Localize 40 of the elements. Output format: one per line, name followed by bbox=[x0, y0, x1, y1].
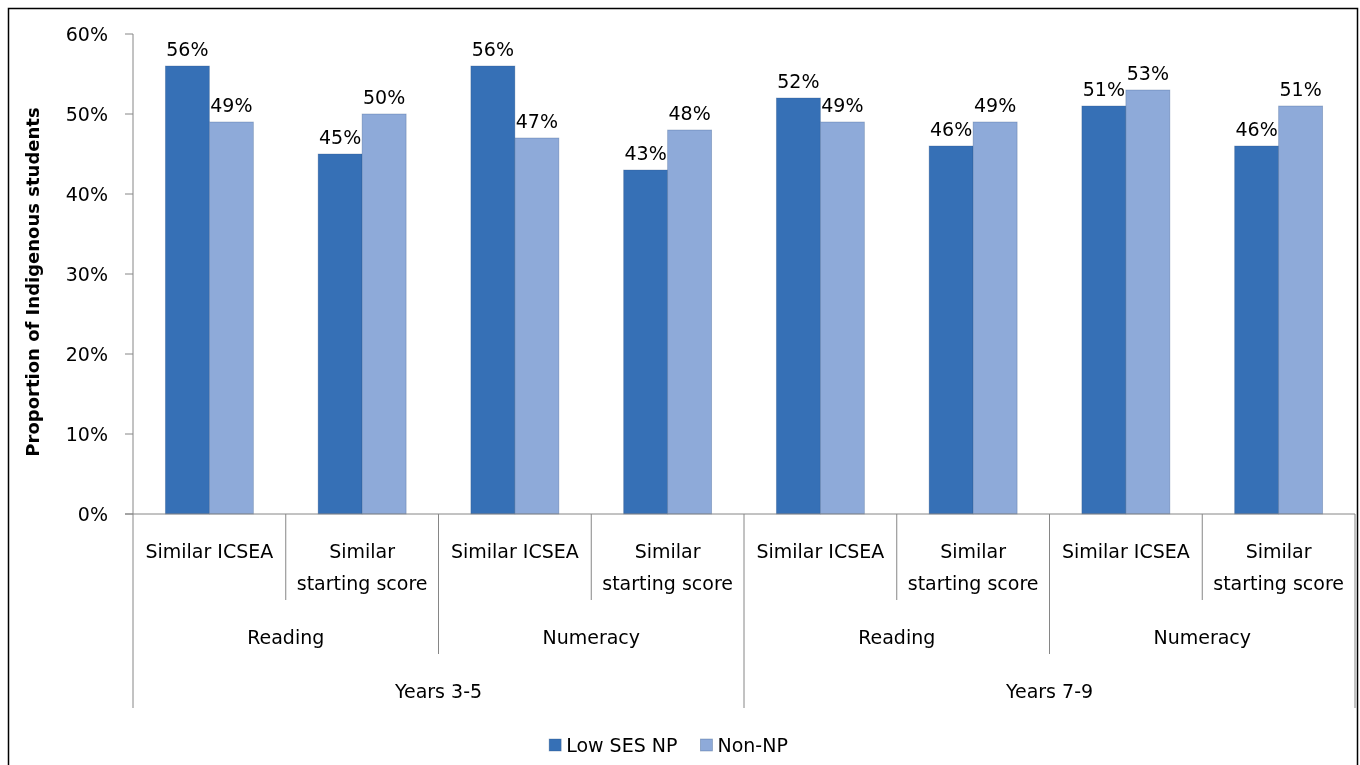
data-label: 53% bbox=[1126, 62, 1169, 84]
data-label: 56% bbox=[166, 38, 209, 60]
data-label: 45% bbox=[319, 126, 362, 148]
y-tick-label: 10% bbox=[65, 423, 108, 445]
y-tick-label: 0% bbox=[77, 503, 108, 525]
legend-label: Non-NP bbox=[717, 734, 788, 756]
y-tick-label: 50% bbox=[65, 103, 108, 125]
data-label: 43% bbox=[624, 142, 667, 164]
data-label: 48% bbox=[668, 102, 711, 124]
text: Reading bbox=[858, 626, 936, 648]
data-label: 51% bbox=[1279, 78, 1322, 100]
data-label: 52% bbox=[777, 70, 820, 92]
x-tick-label: Similar ICSEA bbox=[756, 540, 885, 562]
data-label: 49% bbox=[974, 94, 1017, 116]
x-tick-label: Similar starting score bbox=[296, 540, 428, 594]
y-tick-label: 20% bbox=[65, 343, 108, 365]
data-label: 46% bbox=[1235, 118, 1278, 140]
legend-label: Low SES NP bbox=[566, 734, 678, 756]
data-label: 51% bbox=[1082, 78, 1125, 100]
text: Numeracy bbox=[542, 626, 641, 648]
text: Years 3-5 bbox=[393, 680, 483, 702]
y-axis-title: Proportion of Indigenous students bbox=[21, 107, 43, 457]
data-label: 49% bbox=[210, 94, 253, 116]
x-tick-label: Similar ICSEA bbox=[145, 540, 274, 562]
x-tick-label: Similar starting score bbox=[1213, 540, 1344, 594]
text: Years 7-9 bbox=[1004, 680, 1094, 702]
x-tick-label: Similar starting score bbox=[907, 540, 1039, 594]
text: Reading bbox=[247, 626, 325, 648]
y-tick-label: 30% bbox=[65, 263, 108, 285]
x-tick-label: Similar ICSEA bbox=[1061, 540, 1190, 562]
data-label: 47% bbox=[515, 110, 558, 132]
y-tick-label: 60% bbox=[65, 23, 108, 45]
x-tick-label: Similar starting score bbox=[602, 540, 733, 594]
x-tick-label: Similar ICSEA bbox=[450, 540, 579, 562]
data-label: 56% bbox=[471, 38, 514, 60]
data-label: 46% bbox=[930, 118, 973, 140]
data-label: 50% bbox=[363, 86, 406, 108]
text: Numeracy bbox=[1153, 626, 1252, 648]
y-tick-label: 40% bbox=[65, 183, 108, 205]
data-label: 49% bbox=[821, 94, 864, 116]
